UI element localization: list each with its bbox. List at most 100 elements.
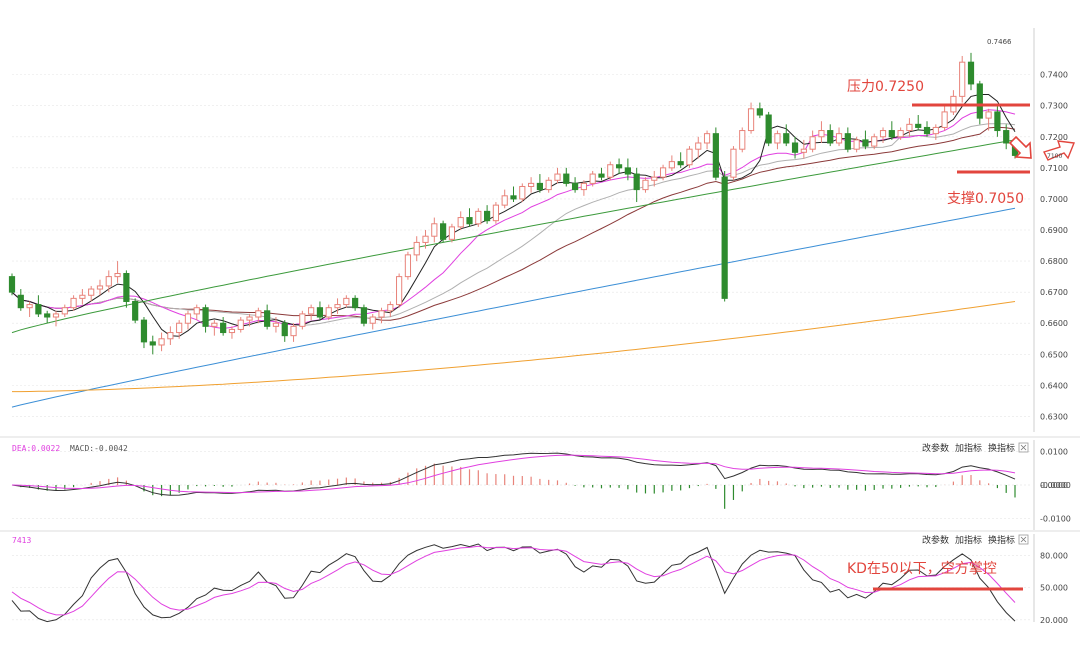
candle-body	[844, 133, 851, 150]
candle-body	[448, 226, 456, 240]
kd-d-line	[11, 545, 1016, 616]
candle-body	[272, 322, 280, 327]
candle-body	[290, 325, 297, 337]
kd-add-indicator-button[interactable]: 加指标	[955, 534, 982, 546]
candle-body	[387, 304, 394, 312]
candle-body	[580, 182, 587, 191]
candle-body	[35, 304, 42, 315]
candle-body	[527, 182, 535, 187]
candle-body	[906, 123, 913, 132]
price-tick-label: 0.7200	[1040, 133, 1068, 142]
ma30-line	[11, 126, 1016, 321]
candle-body	[70, 297, 77, 309]
kd-legend: 7413	[12, 536, 31, 545]
candle-body	[563, 173, 570, 184]
candle-body	[17, 294, 24, 309]
up-arrow-icon	[1043, 140, 1075, 161]
macd-add-indicator-button[interactable]: 加指标	[955, 442, 982, 454]
candle-body	[686, 148, 693, 166]
macd-tick-label: 0.0000	[1040, 481, 1068, 490]
price-tick-label: 0.6600	[1040, 319, 1068, 328]
candle-body	[668, 161, 675, 169]
candle-body	[730, 148, 737, 178]
candle-body	[932, 126, 939, 135]
candle-body	[484, 210, 491, 222]
macd-switch-indicator-button[interactable]: 换指标	[988, 442, 1015, 454]
macd-legend-dea: DEA:0.0022	[12, 444, 60, 453]
candle-body	[123, 273, 130, 302]
candle-body	[571, 182, 579, 191]
kd-note: KD在50以下，空方掌控	[847, 561, 997, 577]
candle-body	[712, 133, 719, 178]
candle-body	[202, 307, 209, 327]
candle-body	[624, 167, 631, 175]
candle-body	[862, 139, 869, 147]
kd-switch-indicator-button[interactable]: 换指标	[988, 534, 1015, 546]
candle-body	[352, 297, 359, 309]
candle-body	[492, 204, 500, 222]
candle-body	[316, 307, 324, 318]
kd-panel	[11, 543, 1016, 623]
ma5-line	[11, 94, 1016, 337]
candle-body	[519, 185, 526, 200]
candle-body	[897, 130, 904, 138]
candle-body	[79, 294, 86, 299]
candle-body	[52, 313, 60, 318]
high-price-label: 0.7466	[987, 38, 1012, 46]
candle-body	[695, 142, 702, 150]
candle-body	[396, 276, 403, 306]
candle-body	[422, 235, 429, 243]
candle-body	[651, 176, 658, 181]
candle-body	[659, 167, 667, 178]
macd-edit-params-button[interactable]: 改参数	[922, 442, 949, 454]
candle-body	[378, 310, 385, 318]
candle-body	[835, 133, 843, 144]
candle-body	[228, 328, 236, 334]
candle-body	[739, 130, 746, 150]
candle-body	[343, 297, 350, 306]
candle-body	[325, 307, 332, 318]
candle-body	[871, 136, 878, 147]
candle-body	[818, 130, 825, 138]
candle-body	[140, 319, 148, 343]
macd-close-icon[interactable]	[1018, 442, 1029, 453]
kd-edit-params-button[interactable]: 改参数	[922, 534, 949, 546]
candle-body	[308, 307, 315, 315]
price-tick-label: 0.6800	[1040, 257, 1068, 266]
candle-body	[475, 210, 482, 225]
macd-panel	[11, 452, 1016, 509]
price-tick-label: 0.7100	[1040, 164, 1068, 173]
candle-body	[1003, 130, 1010, 144]
candle-body	[360, 307, 368, 324]
macd-tick-label: -0.0100	[1040, 514, 1071, 523]
candle-body	[747, 108, 755, 132]
candle-body	[554, 173, 561, 181]
price-tick-label: 0.6300	[1040, 412, 1068, 421]
candle-body	[501, 195, 508, 206]
price-tick-label: 0.6900	[1040, 226, 1068, 235]
candle-body	[96, 285, 104, 290]
price-tick-label: 0.7000	[1040, 195, 1068, 204]
candle-body	[105, 276, 112, 287]
candle-body	[193, 307, 200, 315]
kd-tick-label: 80.000	[1040, 551, 1068, 560]
candle-body	[299, 313, 306, 327]
candle-body	[677, 161, 684, 166]
candle-body	[598, 173, 605, 178]
candle-body	[967, 61, 975, 85]
candle-body	[888, 130, 895, 138]
candle-body	[915, 123, 922, 128]
kd-close-icon[interactable]	[1018, 534, 1029, 545]
candle-body	[440, 223, 447, 240]
candle-body	[827, 130, 834, 144]
support-label: 支撑0.7050	[947, 191, 1024, 207]
candle-body	[853, 139, 860, 150]
candle-body	[8, 276, 16, 293]
candle-body	[607, 164, 614, 178]
candle-body	[158, 338, 165, 346]
arrow-price-label: 7100	[1047, 153, 1062, 160]
candle-body	[985, 111, 992, 119]
candle-body	[765, 114, 772, 144]
candle-body	[167, 332, 174, 340]
ma20-line	[11, 123, 1016, 326]
